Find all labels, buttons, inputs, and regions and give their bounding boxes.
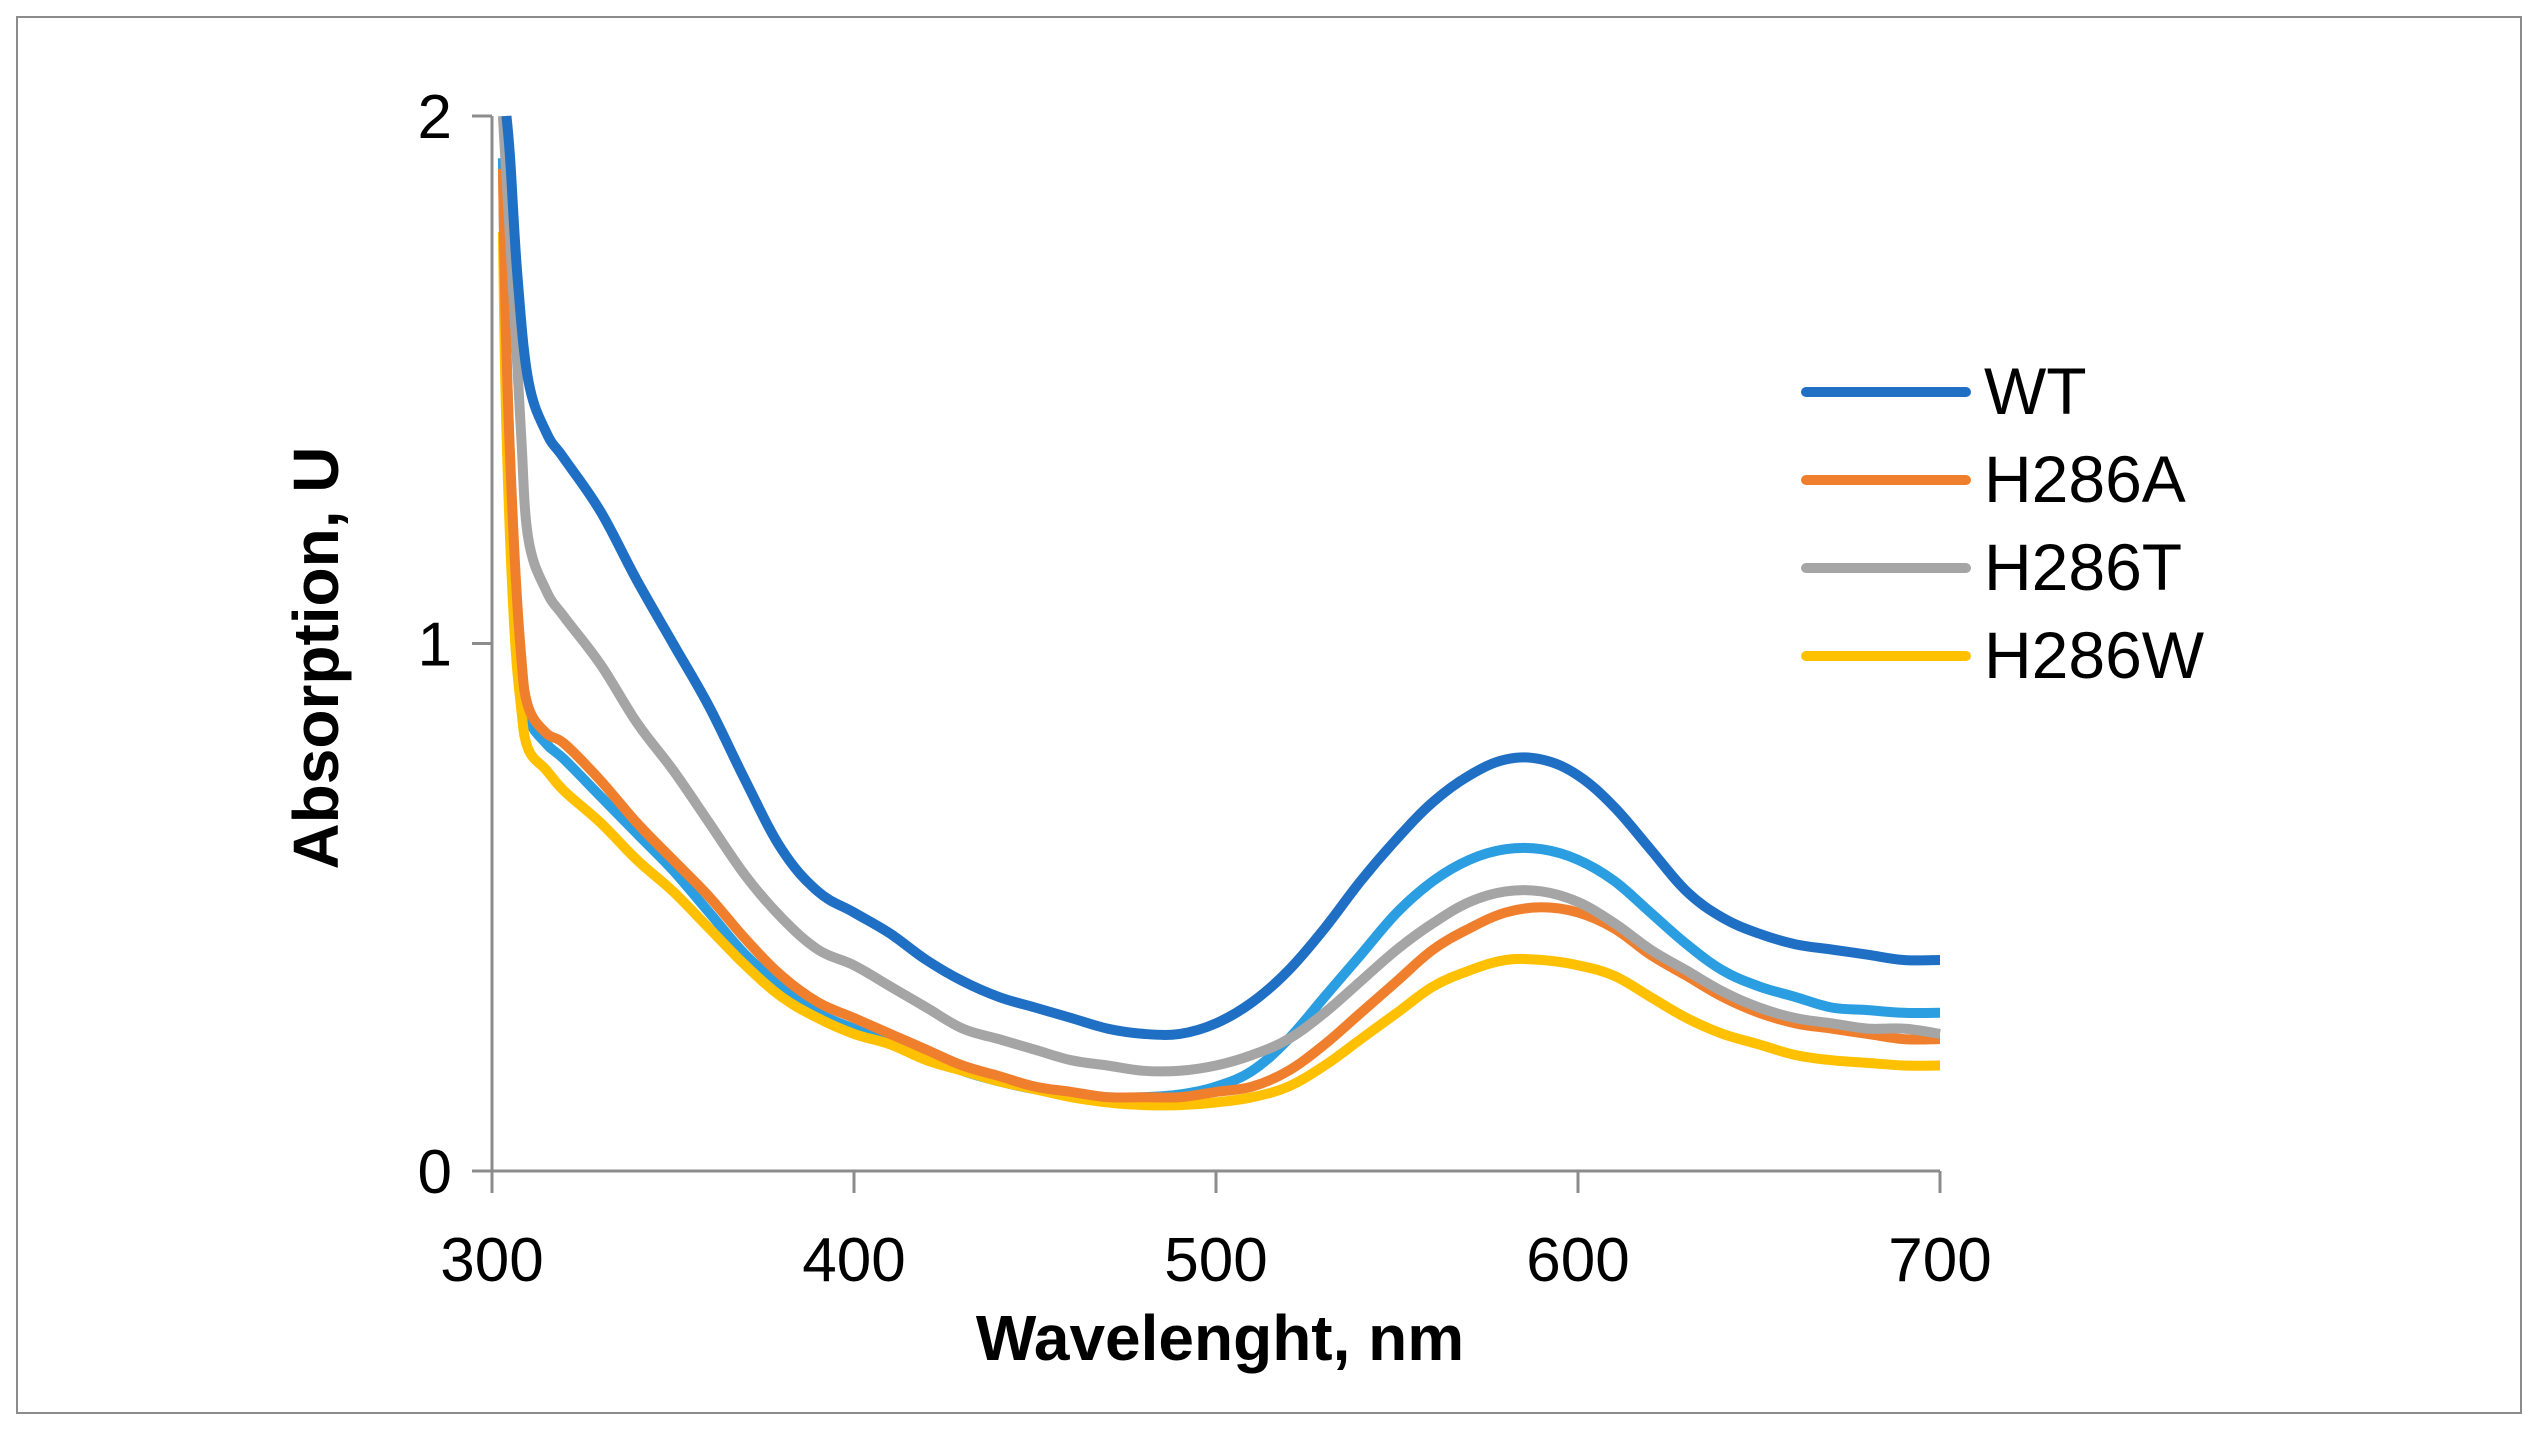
x-tick-label: 600 — [1526, 1226, 1629, 1295]
chart-svg: 0 1 2 300 400 500 600 700 Wavelenght, nm Absorp… — [280, 83, 2205, 1374]
series-lines — [497, 115, 1941, 1111]
legend-label-wt: WT — [1984, 354, 2087, 428]
y-tick-label: 2 — [418, 83, 452, 152]
y-tick-label: 1 — [418, 611, 452, 680]
series-line-wt — [501, 115, 1941, 1040]
series-line-h286w — [497, 231, 1941, 1111]
legend-label-h286a: H286A — [1984, 442, 2186, 516]
x-tick-label: 400 — [802, 1226, 905, 1295]
legend: WT H286A H286T H286W — [1801, 354, 2205, 692]
x-tick-label: 700 — [1888, 1226, 1991, 1295]
x-tick-label: 500 — [1164, 1226, 1267, 1295]
x-tick-label: 300 — [440, 1226, 543, 1295]
x-axis-title: Wavelenght, nm — [976, 1302, 1464, 1374]
axes — [472, 114, 1942, 1193]
y-tick-label: 0 — [418, 1138, 452, 1207]
series-line-h286a — [497, 168, 1941, 1103]
legend-label-h286t: H286T — [1984, 530, 2182, 604]
legend-label-h286w: H286W — [1984, 618, 2205, 692]
chart-frame: 0 1 2 300 400 500 600 700 Wavelenght, nm Absorp… — [16, 16, 2522, 1414]
tick-labels: 0 1 2 300 400 500 600 700 — [418, 83, 1992, 1295]
y-axis-title: Absorption, U — [280, 446, 352, 869]
series-line-unlabeled — [497, 158, 1941, 1103]
series-line-h286t — [497, 115, 1941, 1077]
